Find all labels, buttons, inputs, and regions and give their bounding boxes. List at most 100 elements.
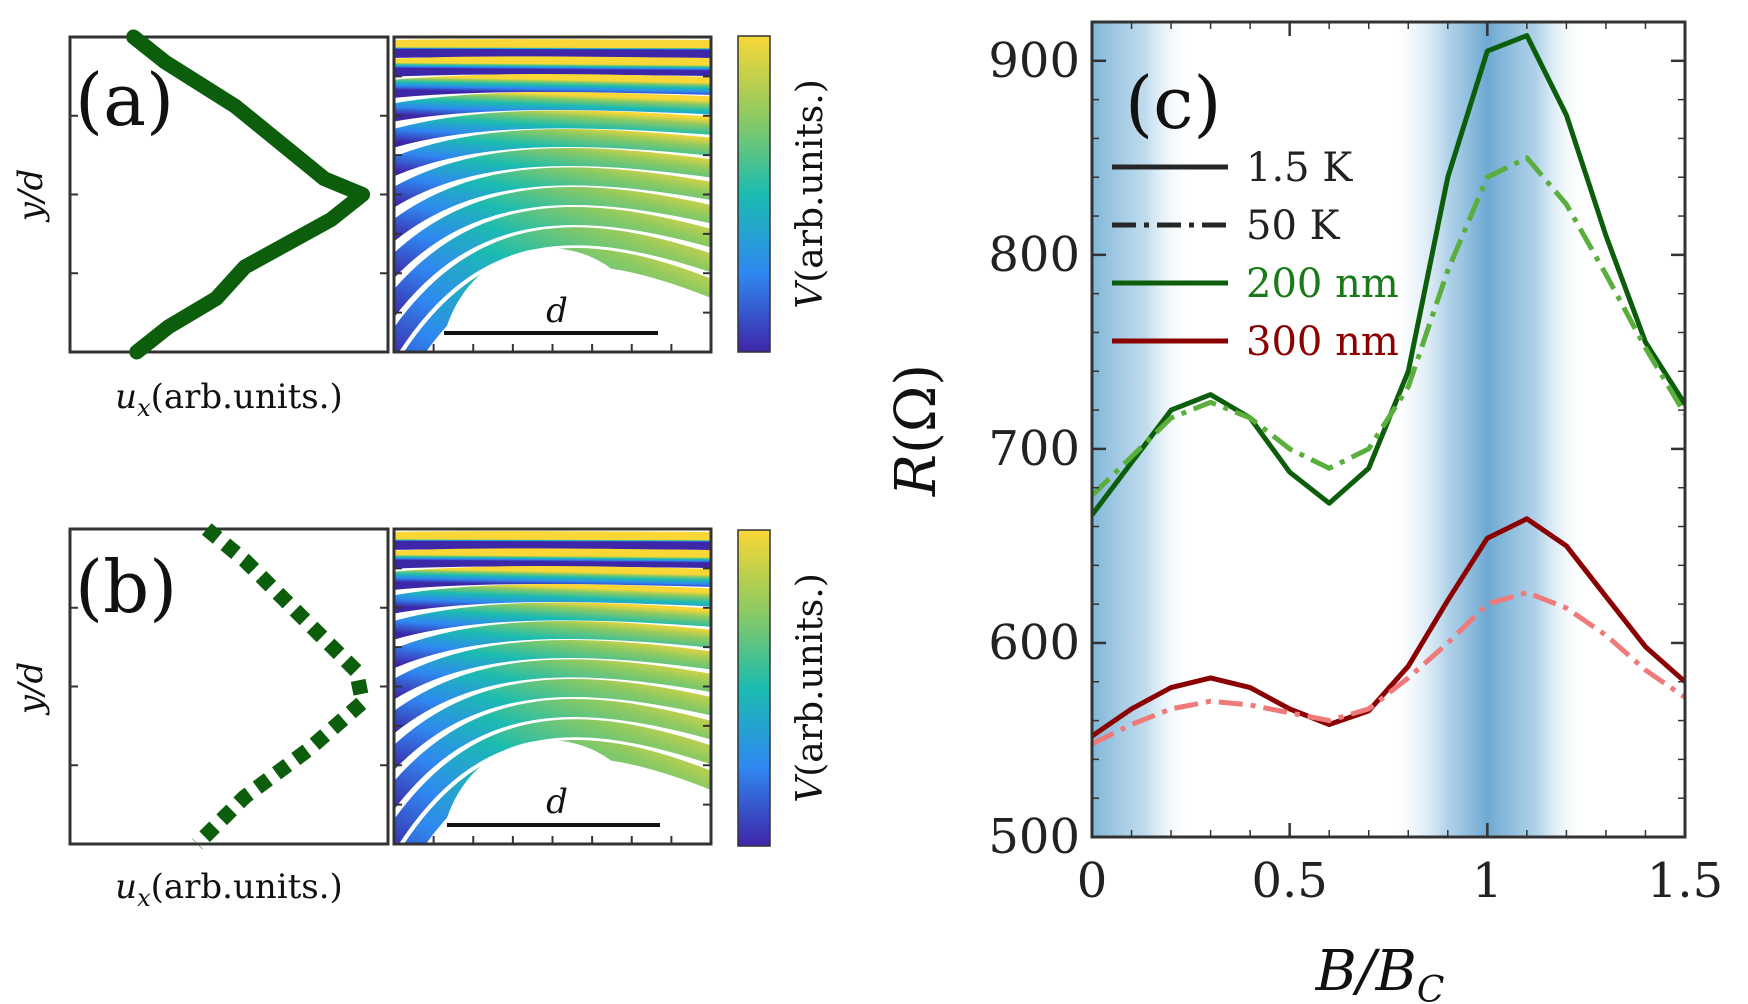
panel-b-xlabel-rest: (arb.units.) (151, 867, 343, 907)
panel-b-xlabel: ux(arb.units.) (115, 867, 343, 912)
panel-b-ylabel: y/d (11, 662, 51, 716)
panel-c-ytick-label: 900 (988, 33, 1080, 89)
panel-b-ylabel-text: y/d (11, 662, 51, 716)
panel-b-map-streamline (394, 719, 711, 844)
panel-c-ylabel-rest: (Ω) (884, 364, 949, 454)
panel-c-ylabel-group: R(Ω) (884, 364, 949, 497)
panel-b-colorbar-gradient (737, 529, 771, 847)
panel-b-map-streamline (394, 566, 711, 590)
panel-c-series-line (1092, 516, 1685, 739)
panel-c-shaded-bands (1092, 22, 1587, 837)
panel-a-ylabel-text: y/d (11, 169, 51, 223)
panel-b-xlabel-var: u (115, 867, 137, 907)
panel-a-scale-label: d (546, 291, 568, 331)
panel-b-colorbar-label-group: V(arb.units.) (790, 573, 831, 803)
panel-a-map-streamline (394, 227, 711, 352)
panel-c-series-line (1092, 155, 1685, 498)
panel-b-ticks (70, 606, 388, 767)
panel-b-colorbar-rest: (arb.units.) (790, 573, 831, 777)
panel-c-series (1092, 33, 1685, 747)
panel-a-colorbar-label-group: V(arb.units.) (790, 79, 831, 309)
panel-b-velocity-profile (191, 523, 371, 850)
panel-b-streamlines (394, 531, 711, 844)
panel-c-legend-label: 50 K (1246, 203, 1341, 249)
panel-a-colorbar-var: V (790, 279, 831, 309)
panel-c-tick-labels: 500 600 700 800 900 0 0.5 1 1.5 (988, 33, 1723, 909)
panel-a-potential-map: d (392, 35, 713, 354)
panel-c-ytick-label: 500 (988, 809, 1080, 865)
panel-c-xlabel: B/BC (1315, 939, 1445, 1004)
panel-b-map-streamline (394, 584, 711, 614)
panel-a-colorbar-label: V(arb.units.) (790, 79, 831, 309)
panel-b-map-streamline (394, 659, 711, 734)
panel-a-xlabel-var: u (115, 377, 137, 417)
panel-b-potential-map: d (392, 527, 713, 846)
panel-c-xtick-label: 0 (1077, 853, 1108, 909)
panel-b-map-ticks (394, 567, 711, 844)
panel-b-map-streamline (394, 602, 711, 640)
panel-a-colorbar-gradient (737, 35, 771, 353)
panel-a-velocity-profile (126, 29, 371, 360)
panel-c-legend-label: 1.5 K (1246, 145, 1353, 191)
panel-a-xlabel: ux(arb.units.) (115, 377, 343, 422)
panel-a-map-streamline (394, 39, 711, 58)
panel-c-shaded-band (1388, 22, 1587, 837)
panel-a-label: (a) (75, 58, 174, 142)
panel-b-colorbar: V(arb.units.) (737, 529, 831, 847)
panel-c-ytick-label: 700 (988, 421, 1080, 477)
panel-a-map-streamline (394, 148, 711, 208)
panel-b-map-streamline (394, 548, 711, 569)
panel-a-ticks (70, 114, 388, 275)
panel-b-map-streamline (394, 678, 711, 771)
panel-b-colorbar-label: V(arb.units.) (790, 573, 831, 803)
panel-b-scale-label: d (546, 782, 568, 822)
panel-a-ylabel: y/d (11, 169, 51, 223)
panel-c-series-line (1092, 33, 1685, 517)
panel-a-xlabel-sub: x (137, 394, 151, 422)
panel-b-map-streamline (394, 698, 711, 810)
panel-b-axes-frame (68, 527, 390, 846)
panel-a-map-streamline (394, 92, 711, 122)
panel-b-map-streamline (394, 640, 711, 700)
panel-b-colorbar-var: V (790, 773, 831, 803)
panel-c-xlabel-sub: C (1417, 970, 1445, 1004)
panel-a-map-streamline (394, 167, 711, 242)
panel-a-map-streamline (394, 129, 711, 177)
panel-c-xtick-label: 1.5 (1647, 853, 1723, 909)
panel-c-series-line (1092, 590, 1685, 747)
panel-c-ticks (1090, 21, 1687, 839)
panel-c-legend: 1.5 K 50 K 200 nm 300 nm (1112, 145, 1399, 365)
panel-c: 500 600 700 800 900 0 0.5 1 1.5 (c) 1.5 K 50 K 200… (884, 20, 1723, 1004)
panel-b-xlabel-sub: x (137, 884, 151, 912)
panel-a-map-obstacle (440, 248, 658, 352)
panel-c-ylabel-var: R (884, 454, 949, 497)
panel-c-ylabel: R(Ω) (884, 364, 949, 497)
panel-c-legend-label: 200 nm (1246, 261, 1399, 307)
panel-a-map-ticks (394, 75, 711, 352)
panel-c-legend-label: 300 nm (1246, 319, 1399, 365)
panel-a-map-streamline (394, 186, 711, 279)
panel-c-ytick-label: 800 (988, 227, 1080, 283)
panel-b-map-streamline (394, 531, 711, 550)
panel-b-map-streamline (394, 621, 711, 669)
panel-c-axes-frame (1090, 20, 1687, 839)
panel-a-colorbar-rest: (arb.units.) (790, 79, 831, 283)
panel-b-label: (b) (75, 545, 177, 629)
panel-b: (b) y/d ux(arb.units.) (11, 523, 390, 912)
panel-a-map-streamline (394, 206, 711, 318)
panel-c-xtick-label: 1 (1472, 853, 1503, 909)
panel-a-colorbar: V(arb.units.) (737, 35, 831, 353)
panel-a: (a) y/d ux(arb.units.) (11, 29, 390, 422)
panel-a-axes-frame (68, 35, 390, 354)
panel-a-streamlines (394, 39, 711, 352)
panel-a-map-streamline (394, 110, 711, 148)
panel-c-xtick-label: 0.5 (1251, 853, 1327, 909)
panel-c-ytick-label: 600 (988, 615, 1080, 671)
panel-c-xlabel-var: B/B (1315, 939, 1417, 1004)
panel-a-xlabel-rest: (arb.units.) (151, 377, 343, 417)
panel-c-label: (c) (1125, 61, 1222, 145)
panel-a-map-streamline (394, 56, 711, 77)
panel-b-map-obstacle (440, 740, 658, 844)
panel-a-map-streamline (394, 74, 711, 98)
